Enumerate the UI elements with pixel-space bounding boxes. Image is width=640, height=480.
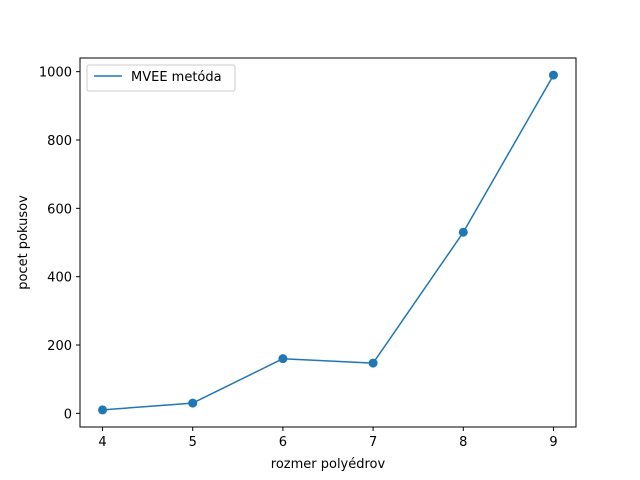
y-tick-label: 1000 — [39, 66, 72, 81]
x-axis-label: rozmer polyédrov — [271, 457, 386, 472]
y-tick-label: 800 — [47, 134, 72, 149]
x-tick-label: 7 — [369, 435, 377, 450]
series-line — [102, 74, 555, 411]
data-point — [368, 358, 378, 368]
legend: MVEE metóda — [86, 64, 236, 92]
data-point — [458, 227, 468, 237]
y-tick-label: 200 — [47, 339, 72, 354]
data-point — [278, 354, 288, 364]
plot-frame — [79, 57, 577, 428]
y-tick-label: 600 — [47, 202, 72, 217]
legend-label: MVEE metóda — [131, 70, 222, 85]
y-axis: 0 200 400 600 800 1000 — [39, 66, 80, 422]
series-layer — [98, 70, 558, 415]
data-point — [98, 405, 108, 415]
y-axis-label: pocet pokusov — [16, 195, 31, 290]
legend-box — [86, 64, 236, 92]
x-tick-label: 5 — [189, 435, 197, 450]
x-tick-label: 6 — [279, 435, 287, 450]
x-tick-label: 4 — [98, 435, 106, 450]
data-point — [548, 70, 558, 80]
y-tick-label: 400 — [47, 271, 72, 286]
data-point — [188, 398, 198, 408]
x-axis: 4 5 6 7 8 9 — [98, 427, 558, 450]
y-tick-label: 0 — [64, 407, 72, 422]
x-tick-label: 8 — [459, 435, 467, 450]
x-tick-label: 9 — [549, 435, 557, 450]
